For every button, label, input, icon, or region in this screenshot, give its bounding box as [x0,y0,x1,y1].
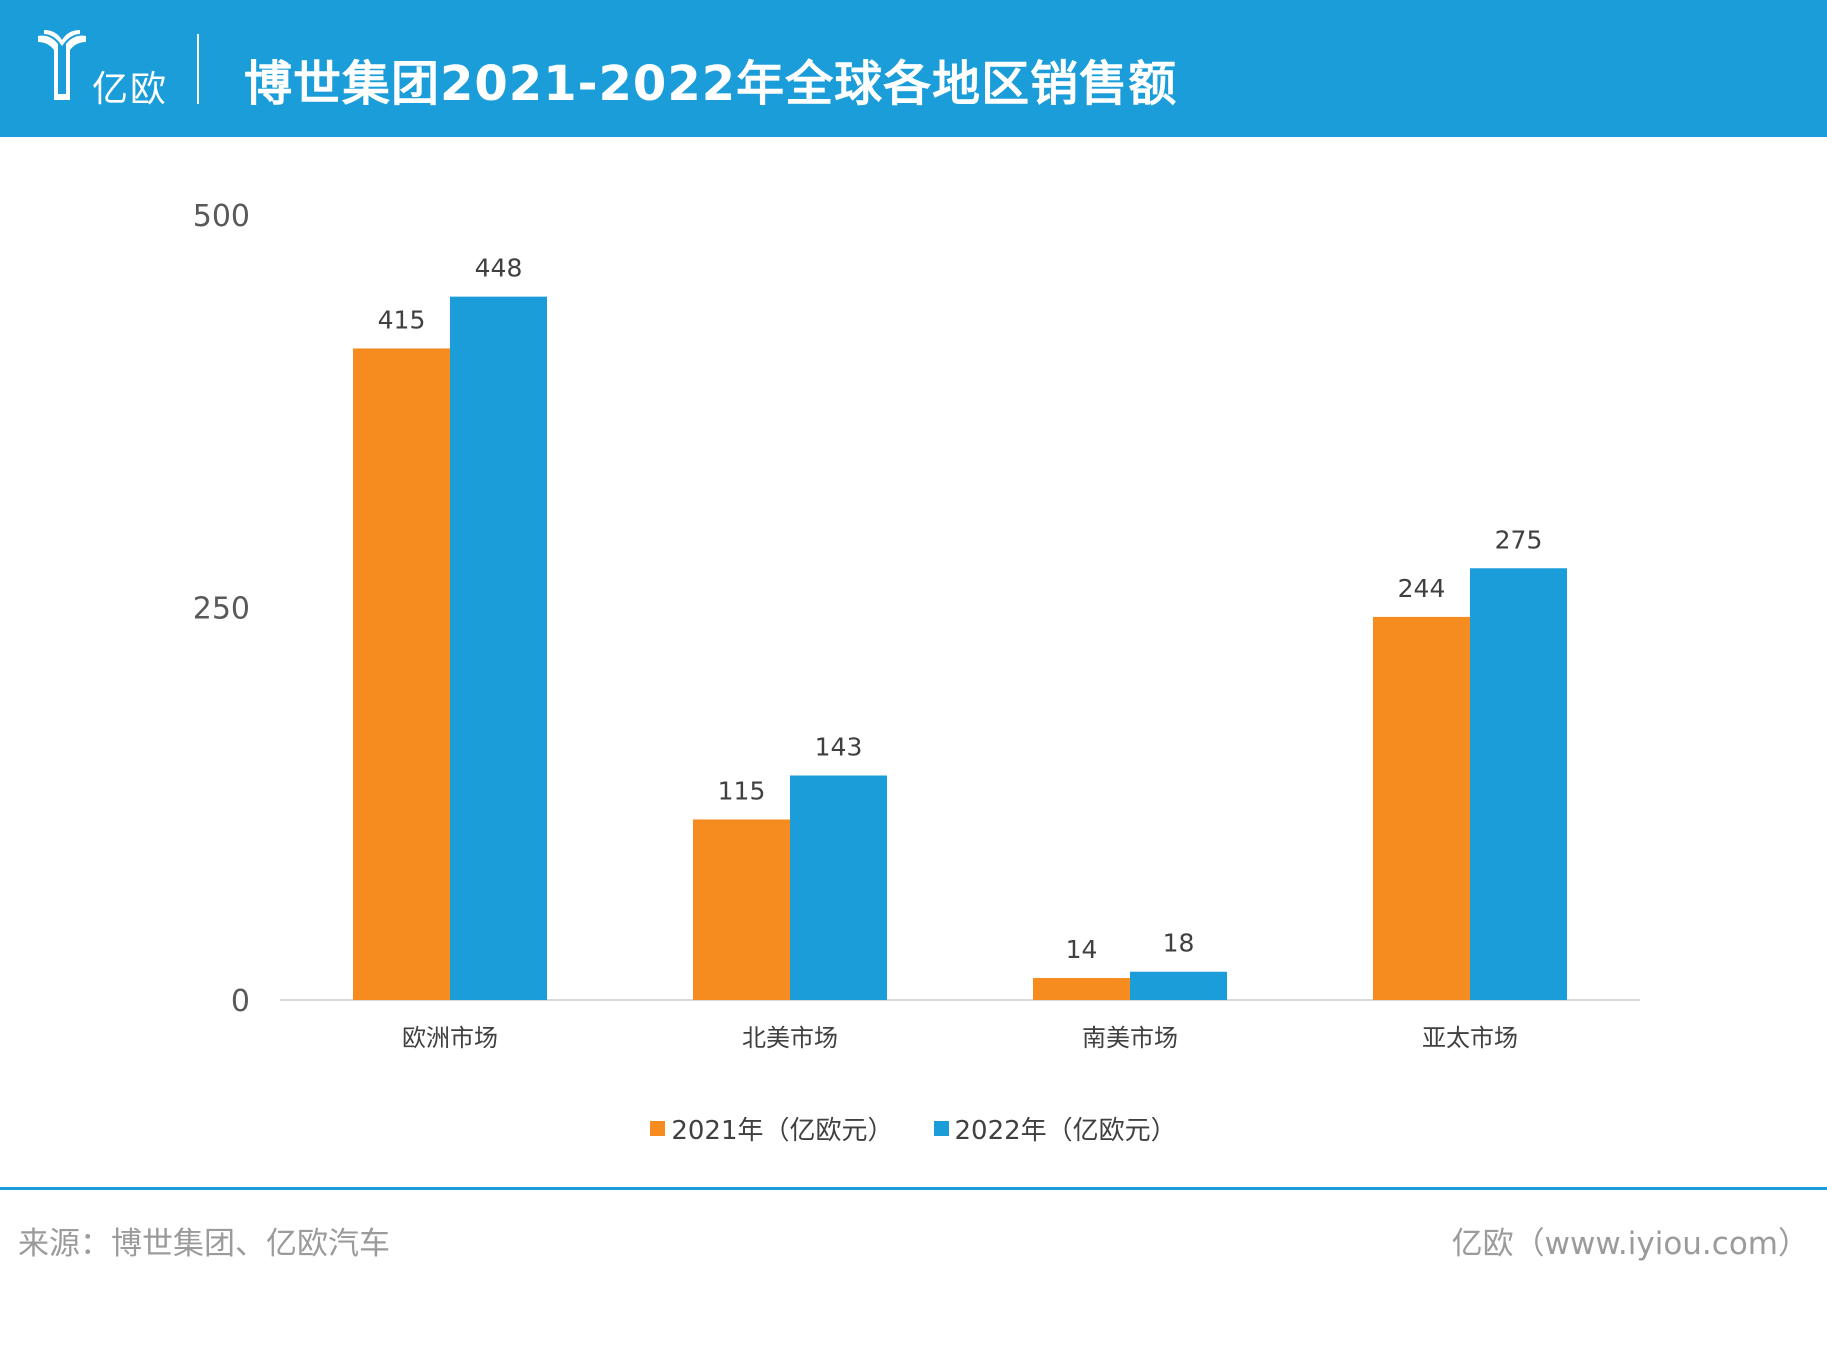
bar-2021 [1033,978,1130,1000]
y-axis: 0 250 500 [193,199,250,1019]
y-tick-label: 0 [231,984,250,1019]
x-tick-label: 南美市场 [1082,1024,1178,1052]
data-label: 448 [475,254,523,283]
header-divider [197,34,199,104]
data-label: 14 [1066,935,1098,964]
data-label: 415 [378,305,426,334]
bar-2021 [353,348,450,1000]
chart-title: 博世集团2021-2022年全球各地区销售额 [244,56,1178,112]
data-label: 244 [1398,574,1446,603]
y-tick-label: 250 [193,592,250,627]
bar-2022 [790,775,887,1000]
data-label: 275 [1495,525,1543,554]
legend-label-2021: 2021年（亿欧元） [671,1116,894,1146]
x-tick-label: 北美市场 [742,1024,838,1052]
logo-text: 亿欧 [92,69,169,110]
legend-item-2022: 2022年（亿欧元） [933,1110,1177,1147]
data-label: 18 [1163,929,1195,958]
yiou-logo-icon [38,30,86,100]
bar-chart: 0 250 500 415 448 115 143 14 18 244 275 欧洲市场 北美市场 南… [193,199,1640,1052]
bars [353,296,1567,1000]
legend-label-2022: 2022年（亿欧元） [954,1116,1177,1146]
data-label: 115 [718,776,766,805]
bar-2022 [1470,568,1567,1000]
footer-divider [0,1187,1827,1190]
bar-2021 [1373,616,1470,1000]
source-note: 来源：博世集团、亿欧汽车 [18,1226,390,1262]
legend: 2021年（亿欧元） 2022年（亿欧元） [0,1110,1827,1147]
x-axis: 欧洲市场 北美市场 南美市场 亚太市场 [402,1024,1518,1052]
bar-2021 [693,819,790,1000]
bar-2022 [1130,971,1227,1000]
data-label: 143 [815,732,863,761]
x-tick-label: 欧洲市场 [402,1024,498,1052]
legend-swatch-2021 [650,1121,666,1136]
legend-swatch-2022 [933,1121,949,1136]
bar-2022 [450,296,547,1000]
legend-item-2021: 2021年（亿欧元） [650,1110,894,1147]
data-labels: 415 448 115 143 14 18 244 275 [378,254,1543,964]
credit-note: 亿欧（www.iyiou.com） [1451,1226,1809,1262]
header-banner: 亿欧 博世集团2021-2022年全球各地区销售额 [0,0,1827,137]
x-tick-label: 亚太市场 [1422,1024,1518,1052]
y-tick-label: 500 [193,199,250,234]
